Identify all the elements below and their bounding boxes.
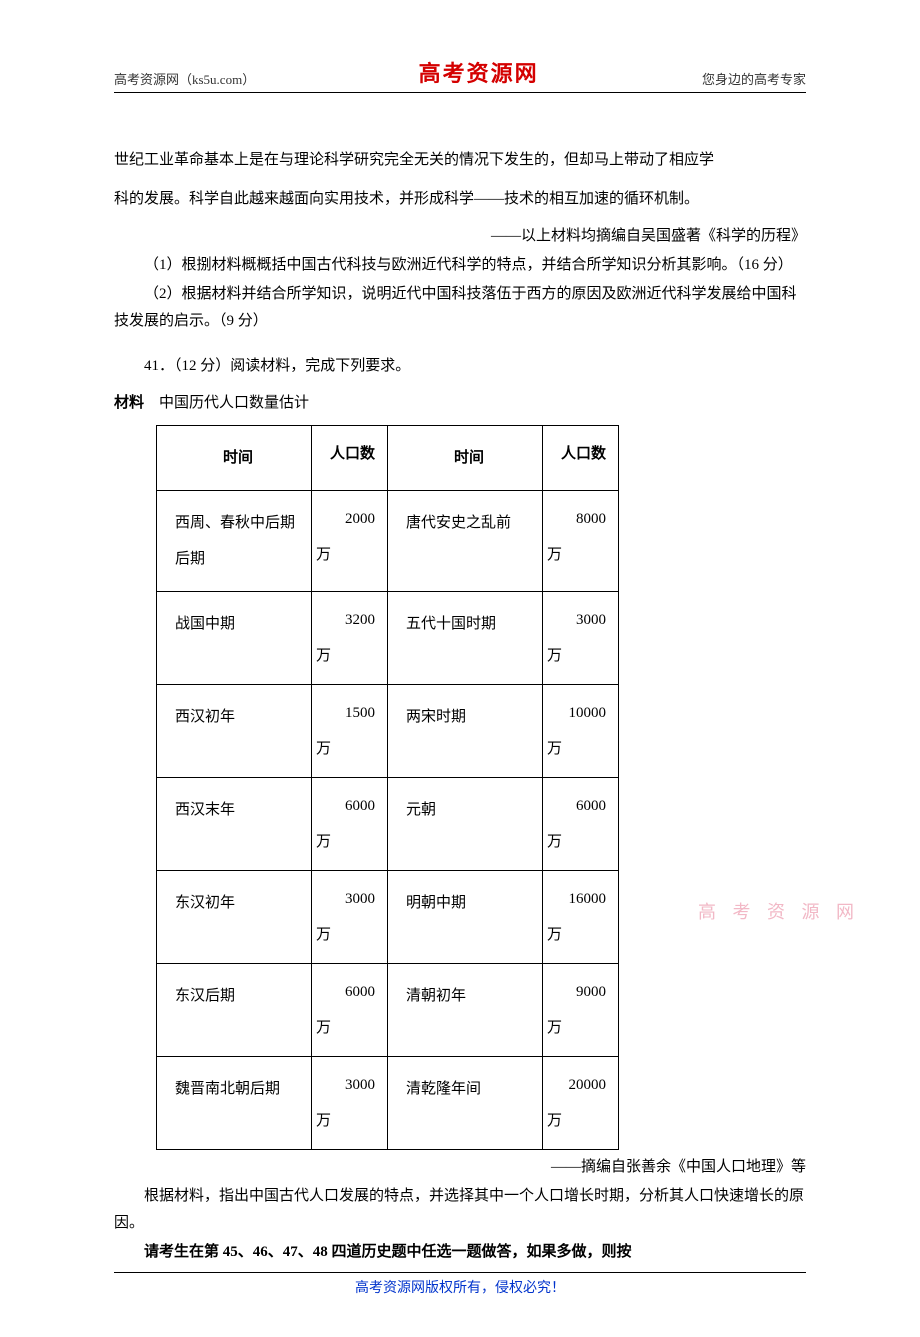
period-cell: 元朝 [388, 778, 542, 842]
pop-cell: 8000万 [543, 491, 618, 583]
header-divider [114, 92, 806, 93]
period-cell: 唐代安史之乱前 [388, 491, 542, 555]
table-header-pop-left: 人口数 [312, 426, 388, 491]
table-row: 魏晋南北朝后期 3000万 清乾隆年间 20000万 [157, 1057, 619, 1150]
pop-cell: 6000万 [312, 964, 387, 1056]
material-label-rest: 中国历代人口数量估计 [144, 395, 309, 411]
population-table: 时间 人口数 时间 人口数 西周、春秋中后期后期 2000万 唐代安史之乱前 8… [156, 425, 619, 1150]
pop-cell: 3200万 [312, 592, 387, 684]
pop-cell: 1500万 [312, 685, 387, 777]
period-cell: 魏晋南北朝后期 [157, 1057, 311, 1121]
period-cell: 战国中期 [157, 592, 311, 656]
pop-cell: 6000万 [543, 778, 618, 870]
period-cell: 明朝中期 [388, 871, 542, 935]
footer-copyright: 高考资源网版权所有，侵权必究！ [114, 1277, 806, 1297]
pop-cell: 3000万 [543, 592, 618, 684]
table-row: 战国中期 3200万 五代十国时期 3000万 [157, 592, 619, 685]
question-41: 41．（12 分）阅读材料，完成下列要求。 [114, 353, 806, 380]
question-1: （1）根捌材料概概括中国古代科技与欧洲近代科学的特点，并结合所学知识分析其影响。… [114, 252, 806, 279]
source-attribution-1: ——以上材料均摘编自吴国盛著《科学的历程》 [114, 223, 806, 250]
intro-line-2: 科的发展。科学自此越来越面向实用技术，并形成科学——技术的相互加速的循环机制。 [114, 180, 806, 219]
table-row: 西汉末年 6000万 元朝 6000万 [157, 778, 619, 871]
watermark-text: 高 考 资 源 网 [698, 898, 860, 924]
material-label-bold: 材料 [114, 395, 144, 411]
footer-divider [114, 1272, 806, 1273]
choice-instruction: 请考生在第 45、46、47、48 四道历史题中任选一题做答，如果多做，则按 [114, 1239, 806, 1266]
material-label: 材料 中国历代人口数量估计 [114, 390, 806, 417]
table-header-period-left: 时间 [157, 426, 312, 491]
period-cell: 西周、春秋中后期后期 [157, 491, 311, 591]
period-cell: 西汉末年 [157, 778, 311, 842]
table-row: 西汉初年 1500万 两宋时期 10000万 [157, 685, 619, 778]
period-cell: 西汉初年 [157, 685, 311, 749]
table-header-pop-right: 人口数 [543, 426, 619, 491]
task-paragraph: 根据材料，指出中国古代人口发展的特点，并选择其中一个人口增长时期，分析其人口快速… [114, 1183, 806, 1237]
header-right-text: 您身边的高考专家 [702, 69, 806, 88]
period-cell: 清乾隆年间 [388, 1057, 542, 1121]
table-row: 东汉初年 3000万 明朝中期 16000万 [157, 871, 619, 964]
source-attribution-2: ——摘编自张善余《中国人口地理》等 [114, 1154, 806, 1181]
pop-cell: 10000万 [543, 685, 618, 777]
period-cell: 清朝初年 [388, 964, 542, 1028]
period-cell: 两宋时期 [388, 685, 542, 749]
pop-cell: 16000万 [543, 871, 618, 963]
table-header-row: 时间 人口数 时间 人口数 [157, 426, 619, 491]
header-left-text: 高考资源网（ks5u.com） [114, 69, 255, 88]
document-page: 高考资源网（ks5u.com） 高考资源网 您身边的高考专家 世纪工业革命基本上… [0, 0, 920, 1337]
period-cell: 五代十国时期 [388, 592, 542, 656]
pop-cell: 3000万 [312, 1057, 387, 1149]
pop-cell: 3000万 [312, 871, 387, 963]
period-cell: 东汉初年 [157, 871, 311, 935]
period-cell: 东汉后期 [157, 964, 311, 1028]
site-title: 高考资源网 [419, 56, 539, 88]
intro-line-1: 世纪工业革命基本上是在与理论科学研究完全无关的情况下发生的，但却马上带动了相应学 [114, 141, 806, 180]
pop-cell: 20000万 [543, 1057, 618, 1149]
table-row: 西周、春秋中后期后期 2000万 唐代安史之乱前 8000万 [157, 491, 619, 592]
table-header-period-right: 时间 [388, 426, 543, 491]
page-header: 高考资源网（ks5u.com） 高考资源网 您身边的高考专家 [114, 56, 806, 88]
question-2: （2）根据材料并结合所学知识，说明近代中国科技落伍于西方的原因及欧洲近代科学发展… [114, 281, 806, 335]
pop-cell: 6000万 [312, 778, 387, 870]
pop-cell: 2000万 [312, 491, 387, 583]
pop-cell: 9000万 [543, 964, 618, 1056]
table-row: 东汉后期 6000万 清朝初年 9000万 [157, 964, 619, 1057]
